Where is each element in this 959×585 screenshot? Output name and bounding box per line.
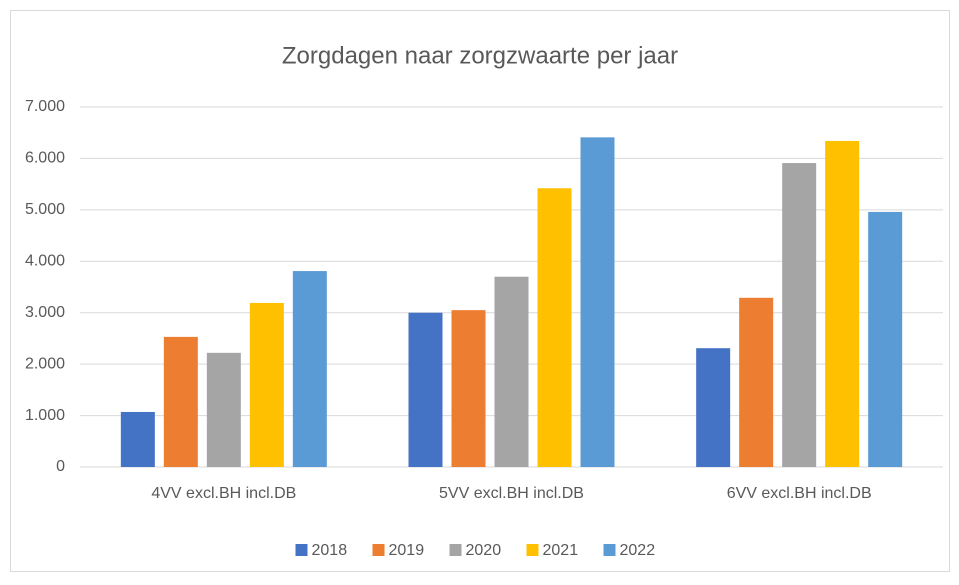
y-tick-label: 1.000 [25, 407, 65, 424]
legend-swatch [449, 544, 462, 556]
legend-swatch [295, 544, 308, 556]
bar [868, 211, 903, 467]
legend-label: 2019 [389, 542, 425, 559]
bar [537, 188, 572, 467]
y-tick-label: 4.000 [25, 253, 65, 270]
y-tick-label: 5.000 [25, 201, 65, 218]
bar [696, 348, 731, 467]
legend-swatch [526, 544, 539, 556]
legend-swatch [603, 544, 616, 556]
y-tick-label: 6.000 [25, 150, 65, 167]
legend-label: 2020 [466, 542, 502, 559]
bar [825, 140, 860, 467]
y-tick-label: 0 [56, 458, 65, 475]
x-tick-label: 4VV excl.BH incl.DB [151, 485, 296, 502]
legend-label: 2022 [620, 542, 656, 559]
bar [494, 276, 529, 467]
legend-label: 2021 [543, 542, 579, 559]
bar [292, 271, 327, 467]
y-tick-label: 2.000 [25, 355, 65, 372]
bar [408, 312, 443, 467]
bar [120, 411, 155, 467]
chart-title: Zorgdagen naar zorgzwaarte per jaar [282, 42, 678, 69]
legend-swatch [372, 544, 385, 556]
bar [580, 137, 615, 468]
x-tick-label: 5VV excl.BH incl.DB [439, 485, 584, 502]
bar [249, 302, 284, 467]
bar [206, 352, 241, 467]
y-tick-label: 7.000 [25, 98, 65, 115]
bar [451, 310, 486, 467]
legend-label: 2018 [312, 542, 348, 559]
y-tick-label: 3.000 [25, 304, 65, 321]
bar [739, 297, 774, 467]
x-tick-label: 6VV excl.BH incl.DB [727, 485, 872, 502]
bar [782, 163, 817, 468]
bar [163, 336, 198, 467]
